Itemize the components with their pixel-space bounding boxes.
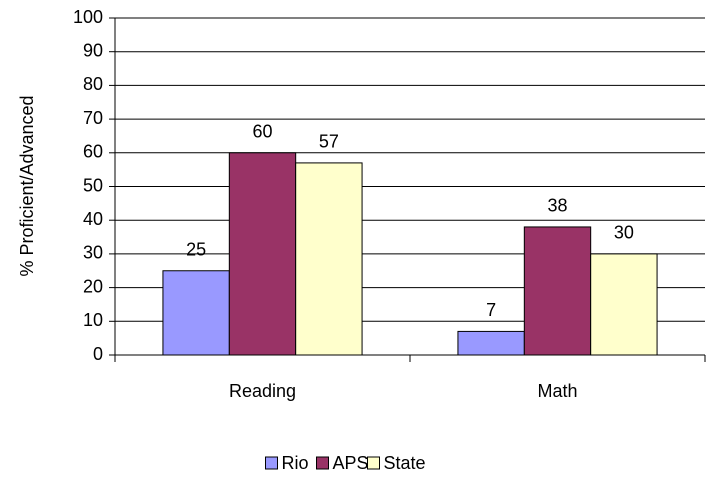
- y-tick-label: 30: [83, 243, 103, 263]
- legend-swatch: [316, 456, 329, 470]
- bar: [162, 270, 230, 356]
- bar: [295, 162, 363, 356]
- bar: [590, 253, 658, 356]
- legend-swatch: [265, 456, 278, 470]
- x-tick-label: Reading: [229, 381, 296, 401]
- data-label: 7: [486, 300, 496, 320]
- y-axis-label: % Proficient/Advanced: [17, 95, 37, 276]
- legend-swatch: [367, 456, 380, 470]
- y-tick-label: 10: [83, 310, 103, 330]
- y-tick-label: 100: [73, 7, 103, 27]
- bar: [228, 152, 297, 356]
- legend-label: APS: [333, 453, 369, 473]
- y-tick-label: 20: [83, 276, 103, 296]
- y-tick-label: 60: [83, 142, 103, 162]
- y-tick-label: 0: [93, 344, 103, 364]
- legend-label: State: [384, 453, 426, 473]
- data-label: 25: [186, 240, 206, 260]
- y-tick-label: 50: [83, 175, 103, 195]
- legend-label: Rio: [282, 453, 309, 473]
- data-label: 30: [614, 223, 634, 243]
- y-tick-label: 80: [83, 74, 103, 94]
- y-tick-label: 40: [83, 209, 103, 229]
- y-tick-label: 70: [83, 108, 103, 128]
- bar: [457, 330, 525, 356]
- data-label: 57: [319, 132, 339, 152]
- x-tick-label: Math: [537, 381, 577, 401]
- data-label: 60: [252, 122, 272, 142]
- y-tick-label: 90: [83, 40, 103, 60]
- data-label: 38: [547, 196, 567, 216]
- bar: [523, 226, 592, 356]
